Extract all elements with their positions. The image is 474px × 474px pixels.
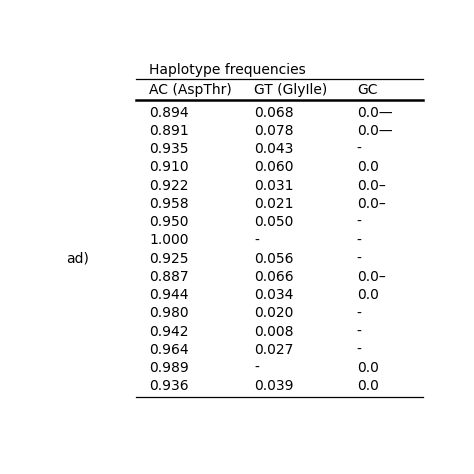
Text: 0.942: 0.942 (149, 325, 189, 339)
Text: 0.039: 0.039 (254, 380, 293, 393)
Text: 0.021: 0.021 (254, 197, 293, 211)
Text: 0.891: 0.891 (149, 124, 189, 138)
Text: 0.980: 0.980 (149, 307, 189, 320)
Text: 0.0: 0.0 (357, 161, 379, 174)
Text: 0.068: 0.068 (254, 106, 293, 120)
Text: 0.078: 0.078 (254, 124, 293, 138)
Text: 0.936: 0.936 (149, 380, 189, 393)
Text: 0.0–: 0.0– (357, 270, 385, 284)
Text: 0.887: 0.887 (149, 270, 189, 284)
Text: 0.056: 0.056 (254, 252, 293, 266)
Text: 0.989: 0.989 (149, 361, 189, 375)
Text: 0.944: 0.944 (149, 288, 189, 302)
Text: -: - (357, 343, 362, 357)
Text: ad): ad) (66, 252, 90, 266)
Text: -: - (357, 142, 362, 156)
Text: 0.935: 0.935 (149, 142, 189, 156)
Text: 0.0–: 0.0– (357, 197, 385, 211)
Text: 0.894: 0.894 (149, 106, 189, 120)
Text: 0.0—: 0.0— (357, 106, 392, 120)
Text: 0.950: 0.950 (149, 215, 189, 229)
Text: 0.0—: 0.0— (357, 124, 392, 138)
Text: 0.0: 0.0 (357, 361, 379, 375)
Text: 0.0–: 0.0– (357, 179, 385, 193)
Text: -: - (357, 215, 362, 229)
Text: -: - (357, 307, 362, 320)
Text: -: - (254, 234, 259, 247)
Text: 0.020: 0.020 (254, 307, 293, 320)
Text: GT (GlyIle): GT (GlyIle) (254, 83, 327, 97)
Text: AC (AspThr): AC (AspThr) (149, 83, 232, 97)
Text: 0.0: 0.0 (357, 380, 379, 393)
Text: Haplotype frequencies: Haplotype frequencies (149, 63, 306, 77)
Text: 0.008: 0.008 (254, 325, 293, 339)
Text: -: - (357, 252, 362, 266)
Text: 0.043: 0.043 (254, 142, 293, 156)
Text: 0.964: 0.964 (149, 343, 189, 357)
Text: 0.922: 0.922 (149, 179, 189, 193)
Text: 0.034: 0.034 (254, 288, 293, 302)
Text: -: - (254, 361, 259, 375)
Text: 0.925: 0.925 (149, 252, 189, 266)
Text: 0.910: 0.910 (149, 161, 189, 174)
Text: -: - (357, 234, 362, 247)
Text: 1.000: 1.000 (149, 234, 189, 247)
Text: 0.050: 0.050 (254, 215, 293, 229)
Text: -: - (357, 325, 362, 339)
Text: GC: GC (357, 83, 377, 97)
Text: 0.0: 0.0 (357, 288, 379, 302)
Text: 0.066: 0.066 (254, 270, 293, 284)
Text: 0.958: 0.958 (149, 197, 189, 211)
Text: 0.027: 0.027 (254, 343, 293, 357)
Text: 0.060: 0.060 (254, 161, 293, 174)
Text: 0.031: 0.031 (254, 179, 293, 193)
